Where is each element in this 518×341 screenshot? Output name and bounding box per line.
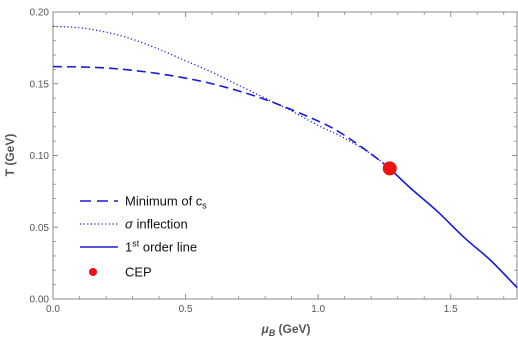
y-tick-label: 0.15 <box>30 79 50 90</box>
legend-item-min-cs: Minimum of cs <box>80 194 207 211</box>
series-min-cs-line <box>52 65 391 170</box>
series-sigma-inflection-line <box>52 25 391 169</box>
y-axis-ticks: 0.00 0.05 0.10 0.15 0.20 <box>30 8 517 306</box>
x-axis-label-symbol: μ <box>260 322 269 336</box>
y-tick-label: 0.10 <box>30 151 50 162</box>
y-axis-label: T (GeV) <box>3 134 17 177</box>
legend-label: σ inflection <box>125 217 188 232</box>
legend-label: CEP <box>125 265 152 280</box>
legend-item-sigma-inflection: σ inflection <box>80 217 188 232</box>
plot-frame <box>52 11 518 300</box>
legend-item-first-order: 1st order line <box>80 239 197 255</box>
x-tick-label: 0.5 <box>179 304 193 315</box>
series-first-order-line <box>389 167 518 289</box>
plot-border <box>52 11 518 300</box>
legend-label: 1st order line <box>125 239 197 255</box>
x-axis-ticks: 0.0 0.5 1.0 1.5 <box>46 12 505 315</box>
legend-cep-marker <box>89 268 97 276</box>
x-axis-label-unit: (GeV) <box>275 322 310 336</box>
x-tick-label: 0.0 <box>46 304 60 315</box>
legend: Minimum of cs σ inflection 1st order line C… <box>80 194 207 280</box>
cep-point <box>382 161 397 176</box>
y-tick-label: 0.00 <box>30 295 50 306</box>
legend-label: Minimum of cs <box>125 194 207 211</box>
x-axis-label-subscript: B <box>269 328 276 338</box>
y-tick-label: 0.05 <box>30 223 50 234</box>
x-tick-label: 1.5 <box>444 304 458 315</box>
x-tick-label: 1.0 <box>311 304 325 315</box>
x-axis-label: μB (GeV) <box>260 322 310 338</box>
points-layer <box>382 161 397 176</box>
series-layer <box>52 25 518 289</box>
y-tick-label: 0.20 <box>30 8 50 19</box>
legend-item-cep: CEP <box>89 265 152 280</box>
